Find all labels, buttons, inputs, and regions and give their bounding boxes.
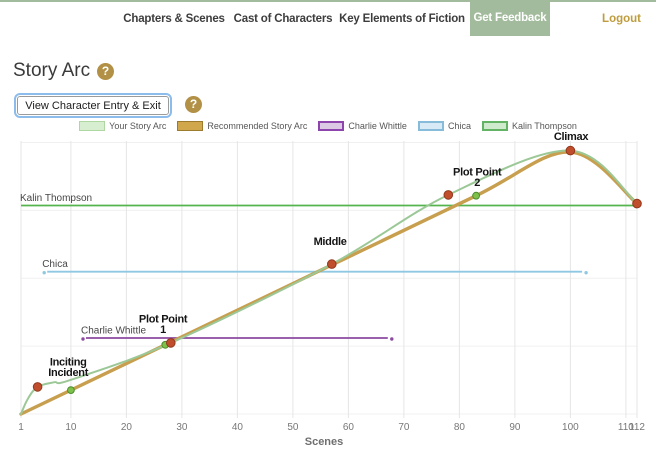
annotation-plot-point-2: Plot Point: [453, 166, 502, 178]
legend-label: Kalin Thompson: [511, 121, 577, 131]
marker-recommended-story-arc: [472, 191, 481, 200]
character-line-start-dot: [81, 337, 85, 341]
x-tick-label: 20: [121, 422, 133, 433]
marker-your-story-arc: [565, 145, 576, 156]
annotation-climax: Climax: [554, 131, 589, 143]
get-feedback-button[interactable]: Get Feedback: [470, 0, 550, 36]
x-tick-label: 70: [398, 422, 410, 433]
legend-swatch: [481, 121, 508, 131]
annotation-plot-point-1: 1: [160, 324, 166, 336]
legend-swatch: [177, 121, 204, 131]
legend-label: Your Story Arc: [109, 121, 167, 131]
annotation-plot-point-1: Plot Point: [139, 314, 188, 326]
character-line-end-dot: [390, 337, 394, 341]
help-icon-story-arc[interactable]: ?: [97, 63, 114, 80]
annotation-inciting-incident: Incident: [48, 367, 88, 379]
character-line-label: Charlie Whittle: [81, 326, 146, 337]
logout-link[interactable]: Logout: [602, 13, 641, 25]
marker-your-story-arc: [632, 198, 642, 209]
series-recommended-story-arc: [19, 150, 639, 416]
character-line-label: Chica: [42, 259, 68, 270]
legend-item-kalin-thompson: Kalin Thompson: [481, 121, 577, 131]
page-title: Story Arc: [13, 60, 91, 81]
legend-item-charlie-whittle: Charlie Whittle: [318, 121, 407, 131]
marker-your-story-arc: [443, 190, 454, 200]
legend-swatch: [79, 121, 106, 131]
legend-item-recommended-story-arc: Recommended Story Arc: [177, 121, 307, 131]
chart-legend: Your Story Arc Recommended Story Arc Charl…: [0, 121, 656, 131]
x-tick-label: 10: [65, 422, 77, 433]
x-tick-label: 60: [343, 422, 355, 433]
legend-swatch: [318, 121, 345, 131]
x-tick-label: 112: [629, 422, 645, 433]
x-tick-label: 90: [509, 422, 521, 433]
nav-item-cast-of-characters[interactable]: Cast of Characters: [233, 13, 333, 25]
marker-your-story-arc: [327, 259, 337, 269]
marker-recommended-story-arc: [67, 386, 75, 395]
annotation-inciting-incident: Inciting: [50, 357, 87, 369]
x-tick-label: 110: [618, 422, 634, 433]
nav-item-chapters-scenes[interactable]: Chapters & Scenes: [123, 13, 225, 25]
legend-label: Charlie Whittle: [348, 121, 407, 131]
top-nav: Chapters & Scenes Cast of Characters Key…: [0, 0, 656, 38]
x-tick-label: 30: [176, 422, 188, 433]
view-character-focus-ring: View Character Entry & Exit: [14, 93, 172, 118]
annotation-plot-point-2: 2: [474, 177, 480, 189]
view-character-entry-exit-button[interactable]: View Character Entry & Exit: [17, 96, 169, 115]
character-line-label: Kalin Thompson: [20, 193, 92, 204]
legend-label: Recommended Story Arc: [207, 121, 308, 131]
legend-label: Chica: [447, 121, 471, 131]
character-line-start-dot: [42, 271, 46, 275]
legend-swatch: [417, 121, 444, 131]
character-line-end-dot: [584, 271, 588, 275]
x-tick-label: 50: [287, 422, 299, 433]
x-axis-title: Scenes: [305, 436, 344, 448]
series-your-story-arc: [20, 149, 638, 415]
x-tick-label: 80: [454, 422, 466, 433]
annotation-middle: Middle: [314, 236, 347, 248]
help-icon-character-entry-exit[interactable]: ?: [185, 96, 202, 113]
legend-item-your-story-arc: Your Story Arc: [79, 121, 166, 131]
x-tick-label: 1: [18, 422, 24, 433]
marker-your-story-arc: [166, 338, 176, 348]
x-tick-label: 40: [232, 422, 244, 433]
x-tick-label: 100: [562, 422, 579, 433]
legend-item-chica: Chica: [417, 121, 471, 131]
marker-your-story-arc: [32, 382, 43, 392]
nav-item-key-elements-of-fiction[interactable]: Key Elements of Fiction: [339, 13, 465, 25]
marker-recommended-story-arc: [161, 340, 170, 349]
